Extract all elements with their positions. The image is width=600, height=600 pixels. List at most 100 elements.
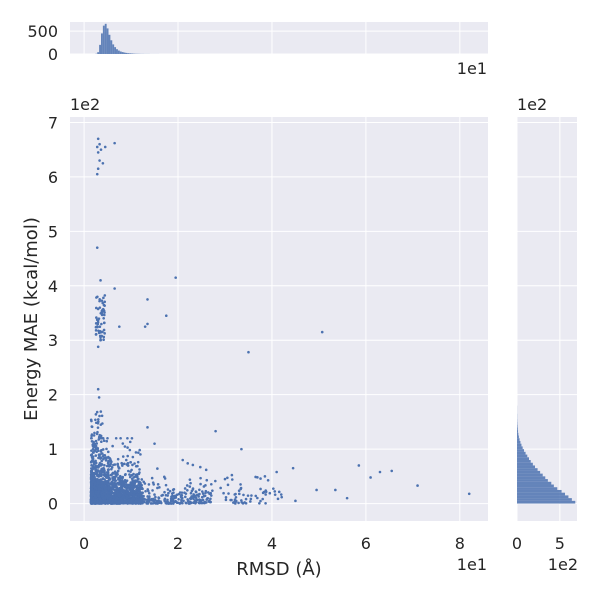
scatter-point: [95, 145, 99, 149]
scatter-point: [95, 442, 99, 445]
scatter-point: [90, 419, 93, 423]
scatter-point: [126, 446, 129, 449]
scatter-point: [139, 493, 143, 497]
scatter-point: [123, 445, 127, 448]
scatter-point: [166, 488, 170, 491]
scatter-point: [107, 494, 110, 497]
scatter-point: [103, 486, 107, 490]
scatter-point: [132, 497, 136, 500]
scatter-point: [246, 494, 250, 497]
scatter-point: [109, 464, 112, 468]
scatter-point: [126, 469, 130, 473]
scatter-point: [103, 496, 107, 499]
scatter-point: [134, 464, 138, 468]
scatter-point: [98, 306, 102, 309]
scatter-point: [174, 276, 177, 279]
scatter-point: [99, 474, 103, 478]
scatter-point: [263, 475, 267, 478]
scatter-point: [177, 497, 180, 501]
scatter-point: [101, 301, 104, 305]
scatter-point: [102, 321, 106, 325]
scatter-point: [158, 486, 161, 489]
scatter-point: [208, 499, 211, 503]
scatter-point: [261, 491, 265, 495]
scatter-point: [259, 487, 262, 491]
scatter-point: [92, 451, 95, 454]
scatter-point: [275, 470, 278, 474]
scatter-point: [204, 491, 207, 495]
scatter-point: [181, 501, 184, 505]
scatter-point: [102, 338, 105, 342]
scatter-point: [224, 496, 228, 499]
scatter-point: [154, 495, 157, 499]
right-histogram-bar: [517, 454, 528, 458]
scatter-point: [120, 485, 123, 489]
right-histogram-bar: [517, 451, 526, 455]
top-histogram-bar: [112, 44, 115, 54]
scatter-point: [134, 451, 138, 454]
scatter-point: [107, 455, 110, 459]
scatter-points: [89, 137, 471, 505]
scatter-point: [99, 423, 103, 426]
x-axis-multiplier: 1e1: [457, 555, 487, 574]
x-tick-label: 4: [267, 534, 277, 553]
scatter-point: [258, 502, 261, 505]
scatter-point: [134, 499, 138, 503]
scatter-point: [106, 450, 110, 454]
right-histogram-bar: [517, 479, 548, 482]
scatter-point: [219, 486, 222, 490]
scatter-point: [105, 447, 108, 451]
top-histogram-background: [70, 22, 488, 54]
scatter-point: [96, 426, 100, 429]
scatter-point: [146, 426, 149, 429]
scatter-point: [191, 463, 195, 467]
scatter-point: [96, 478, 99, 481]
scatter-point: [143, 325, 147, 328]
scatter-point: [185, 484, 189, 487]
scatter-point: [90, 472, 94, 475]
scatter-point: [266, 478, 270, 482]
scatter-point: [103, 490, 107, 493]
scatter-point: [96, 498, 99, 501]
scatter-point: [239, 483, 242, 486]
scatter-point: [129, 460, 132, 464]
scatter-point: [95, 325, 99, 328]
scatter-point: [184, 492, 188, 495]
scatter-point: [194, 496, 198, 500]
scatter-point: [138, 489, 141, 493]
scatter-point: [93, 486, 97, 490]
scatter-point: [91, 443, 95, 446]
scatter-point: [200, 495, 204, 499]
scatter-point: [91, 457, 95, 461]
top-histogram-bar: [100, 33, 103, 54]
scatter-point: [128, 448, 132, 452]
scatter-point: [123, 483, 126, 486]
scatter-point: [250, 494, 253, 497]
scatter-point: [111, 444, 114, 448]
scatter-point: [188, 485, 192, 488]
x-tick-label: 6: [361, 534, 371, 553]
scatter-point: [137, 451, 140, 454]
scatter-point: [90, 436, 93, 440]
scatter-point: [259, 499, 262, 503]
scatter-point: [102, 439, 106, 443]
scatter-point: [104, 459, 108, 462]
scatter-point: [136, 460, 140, 464]
scatter-point: [98, 497, 102, 501]
scatter-point: [125, 496, 129, 500]
scatter-point: [96, 295, 99, 299]
scatter-point: [181, 458, 185, 462]
scatter-point: [116, 490, 120, 493]
right-histogram-bar: [517, 484, 554, 488]
scatter-point: [206, 497, 209, 500]
y-axis-tick-labels: 0 1 2 3 4 5 6 7: [48, 113, 58, 513]
scatter-point: [94, 306, 98, 310]
scatter-point: [192, 493, 195, 497]
scatter-point: [140, 497, 144, 500]
top-histogram-bar: [123, 52, 126, 54]
scatter-point: [168, 489, 172, 493]
scatter-point: [153, 493, 156, 496]
scatter-point: [208, 492, 211, 496]
scatter-point: [164, 483, 168, 487]
